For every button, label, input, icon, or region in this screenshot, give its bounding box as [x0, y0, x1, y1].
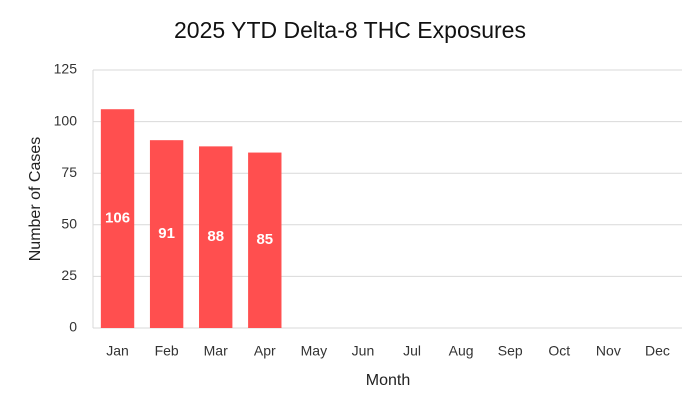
x-tick-label: Aug [449, 343, 474, 359]
y-axis-label: Number of Cases [27, 137, 44, 262]
y-tick-label: 100 [54, 112, 78, 128]
data-label: 91 [158, 225, 175, 242]
x-tick-label: Jun [352, 343, 375, 359]
bar [100, 109, 135, 328]
x-tick-label: Oct [548, 343, 570, 359]
x-tick-label: Jul [403, 343, 421, 359]
y-tick-label: 125 [54, 61, 78, 77]
x-tick-label: Sep [498, 343, 523, 359]
x-tick-label: Jan [106, 343, 129, 359]
chart-title: 2025 YTD Delta-8 THC Exposures [174, 17, 526, 43]
bar [248, 152, 282, 328]
data-label: 106 [105, 210, 130, 227]
x-tick-label: Apr [254, 343, 276, 359]
y-tick-label: 75 [61, 164, 77, 180]
x-tick-label: Nov [596, 343, 621, 359]
x-tick-label: Dec [645, 343, 670, 359]
x-tick-label: Mar [204, 343, 228, 359]
x-axis-label: Month [366, 372, 410, 389]
data-label: 85 [256, 231, 273, 248]
y-tick-label: 0 [69, 319, 77, 335]
y-tick-label: 25 [61, 267, 77, 283]
y-tick-label: 50 [61, 216, 77, 232]
x-tick-label: May [301, 343, 327, 359]
x-tick-label: Feb [155, 343, 179, 359]
bar [149, 140, 184, 328]
data-label: 88 [207, 228, 224, 245]
bar [199, 146, 233, 328]
